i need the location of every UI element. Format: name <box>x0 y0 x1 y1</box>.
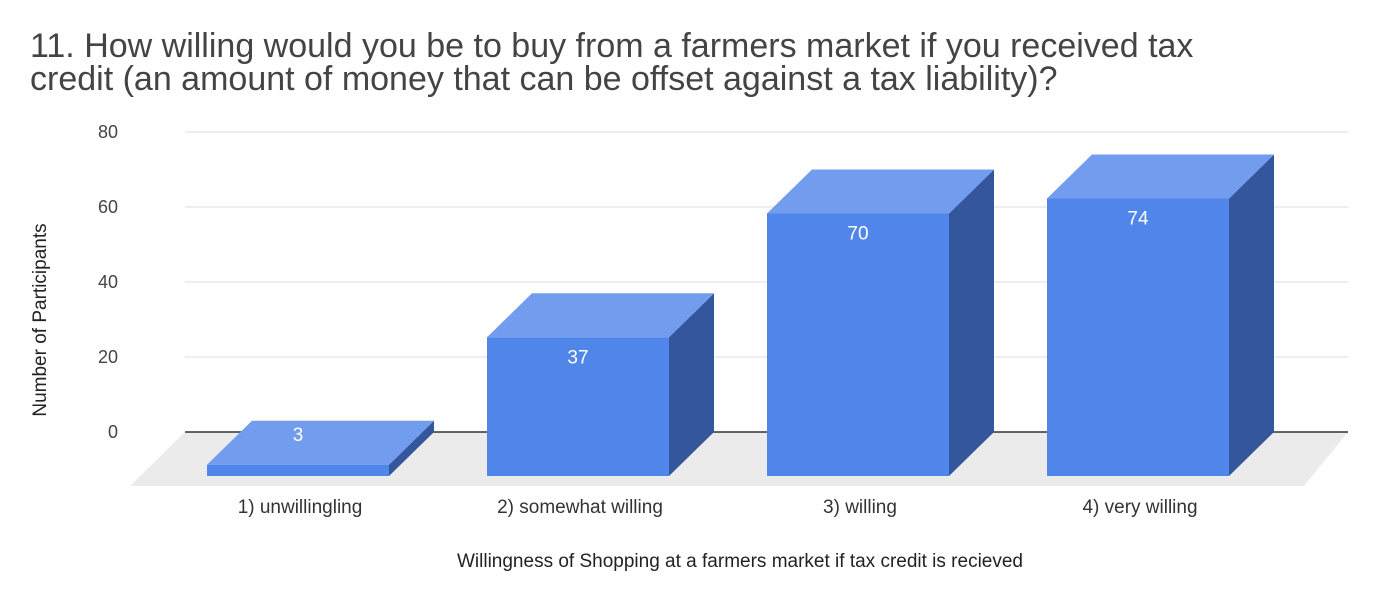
chart-title-line-1: 11. How willing would you be to buy from… <box>30 27 1194 65</box>
bar-top-face <box>1047 154 1274 199</box>
bar: 37 <box>487 293 714 476</box>
y-axis-ticks: 0 20 40 60 80 <box>98 122 118 442</box>
data-label: 37 <box>567 347 588 368</box>
x-axis-ticks: 1) unwillingling 2) somewhat willing 3) wi… <box>238 497 1198 518</box>
bar-top-face <box>487 293 714 338</box>
bar-top-face <box>767 169 994 214</box>
y-tick-label: 60 <box>98 197 118 217</box>
data-label: 74 <box>1127 209 1149 230</box>
data-label: 3 <box>293 425 304 446</box>
bar: 70 <box>767 169 994 476</box>
bar-side-face <box>389 420 434 476</box>
x-tick-label: 4) very willing <box>1082 497 1197 518</box>
bar-front-face <box>487 337 669 476</box>
chart-title-line-2: credit (an amount of money that can be o… <box>30 60 1058 98</box>
x-tick-label: 3) willing <box>823 497 897 518</box>
x-tick-label: 1) unwillingling <box>238 497 363 518</box>
bars: 3 37 70 74 <box>207 154 1274 476</box>
y-tick-label: 40 <box>98 272 118 292</box>
bar-top-face <box>207 420 434 465</box>
bar-side-face <box>949 169 994 476</box>
x-tick-label: 2) somewhat willing <box>497 497 663 518</box>
bar: 3 <box>207 420 434 476</box>
chart-title: 11. How willing would you be to buy from… <box>30 27 1350 98</box>
bar: 74 <box>1047 154 1274 476</box>
y-tick-label: 80 <box>98 122 118 142</box>
y-axis-title: Number of Participants <box>30 223 51 416</box>
y-tick-label: 0 <box>108 422 118 442</box>
bar-side-face <box>1229 154 1274 476</box>
y-tick-label: 20 <box>98 347 118 367</box>
bar-side-face <box>669 293 714 476</box>
bar-front-face <box>1047 198 1229 476</box>
data-label: 70 <box>847 224 868 245</box>
chart-floor <box>130 432 1348 486</box>
bar-front-face <box>767 213 949 476</box>
bar-front-face <box>207 464 389 476</box>
x-axis-title: Willingness of Shopping at a farmers mar… <box>457 551 1023 572</box>
